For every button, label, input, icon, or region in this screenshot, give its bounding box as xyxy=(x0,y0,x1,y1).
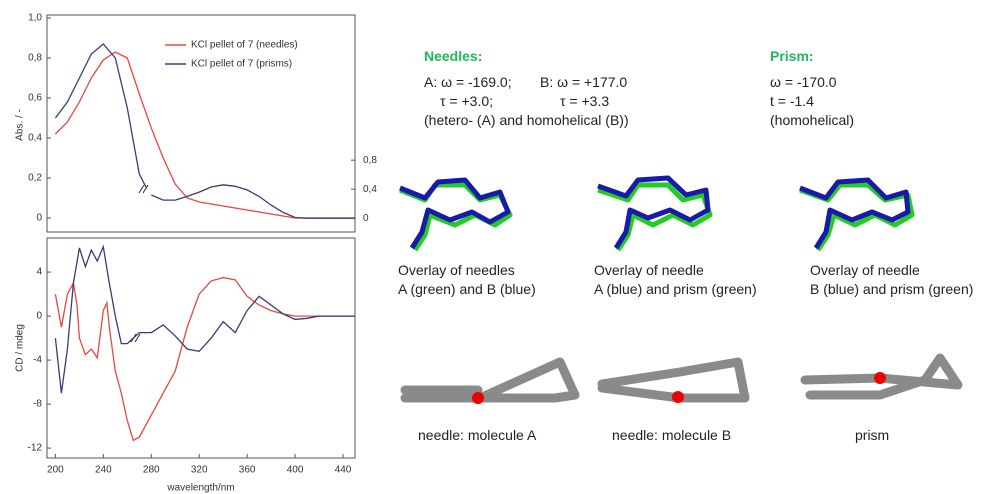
needles-title: Needles: xyxy=(424,48,483,64)
prism-omega: ω = -170.0 xyxy=(770,74,837,90)
prism-title: Prism: xyxy=(770,48,814,64)
molecule-caption: needle: molecule B xyxy=(612,427,732,443)
y2-tick-label: 0,4 xyxy=(363,184,377,195)
atom-markers xyxy=(472,372,886,404)
y-tick-label: 0,4 xyxy=(28,133,42,144)
x-tick-label: 400 xyxy=(287,465,304,476)
y-tick-label: -8 xyxy=(33,399,42,410)
overlay-caption: Overlay of needle xyxy=(810,262,920,278)
y-tick-label: 0,8 xyxy=(28,53,42,64)
y-label: CD / mdeg xyxy=(15,324,26,372)
charts: Abs. / - CD / mdeg wavelength/nm 0 0,2 0,4… xyxy=(15,13,378,494)
frame-top xyxy=(46,14,356,233)
series-line xyxy=(54,244,355,394)
y-tick-label: 4 xyxy=(36,267,42,278)
y2-tick-label: 0 xyxy=(363,213,369,224)
x-tick-label: 240 xyxy=(95,465,112,476)
frame-bottom xyxy=(46,237,356,459)
series-line xyxy=(54,276,355,442)
molecule-caption: needle: molecule A xyxy=(418,427,537,443)
overlay-caption: Overlay of needles xyxy=(398,262,515,278)
y-tick-label: 0,2 xyxy=(28,173,42,184)
y-tick-label: -4 xyxy=(33,355,42,366)
y-tick-label: 0 xyxy=(36,213,42,224)
prism-tau: t = -1.4 xyxy=(770,93,814,109)
x-tick-label: 200 xyxy=(47,465,64,476)
y-tick-label: 0 xyxy=(36,311,42,322)
axis-break xyxy=(130,184,149,343)
y-tick-label: 0,6 xyxy=(28,93,42,104)
x-tick-label: 440 xyxy=(335,465,352,476)
y2-tick-label: 0,8 xyxy=(363,155,377,166)
overlay-caption: B (blue) and prism (green) xyxy=(810,281,974,297)
x-tick-label: 360 xyxy=(239,465,256,476)
overlay-structures xyxy=(399,175,915,252)
legend-label: KCl pellet of 7 (needles) xyxy=(191,40,298,51)
series-line xyxy=(151,184,355,219)
series-line xyxy=(54,51,355,219)
molecule-caption: prism xyxy=(855,427,890,443)
needles-note: (hetero- (A) and homohelical (B)) xyxy=(424,112,629,128)
needles-b-omega: B: ω = +177.0 xyxy=(540,74,628,90)
legend-label: KCl pellet of 7 (prisms) xyxy=(191,59,292,70)
needles-b-tau: τ = +3.3 xyxy=(560,93,610,109)
series-line xyxy=(54,43,148,189)
overlay-caption: A (green) and B (blue) xyxy=(398,281,536,297)
overlay-caption: A (blue) and prism (green) xyxy=(594,281,757,297)
x-tick-label: 280 xyxy=(143,465,160,476)
x-label: wavelength/nm xyxy=(166,483,234,494)
y-tick-label: 1,0 xyxy=(28,13,42,24)
needles-a-tau: τ = +3.0; xyxy=(440,93,494,109)
molecule-structures xyxy=(400,353,963,403)
x-tick-label: 320 xyxy=(191,465,208,476)
prism-note: (homohelical) xyxy=(770,112,855,128)
needles-a-omega: A: ω = -169.0; xyxy=(424,74,512,90)
y-tick-label: -12 xyxy=(28,443,43,454)
overlay-caption: Overlay of needle xyxy=(594,262,704,278)
y-label: Abs. / - xyxy=(15,109,26,141)
